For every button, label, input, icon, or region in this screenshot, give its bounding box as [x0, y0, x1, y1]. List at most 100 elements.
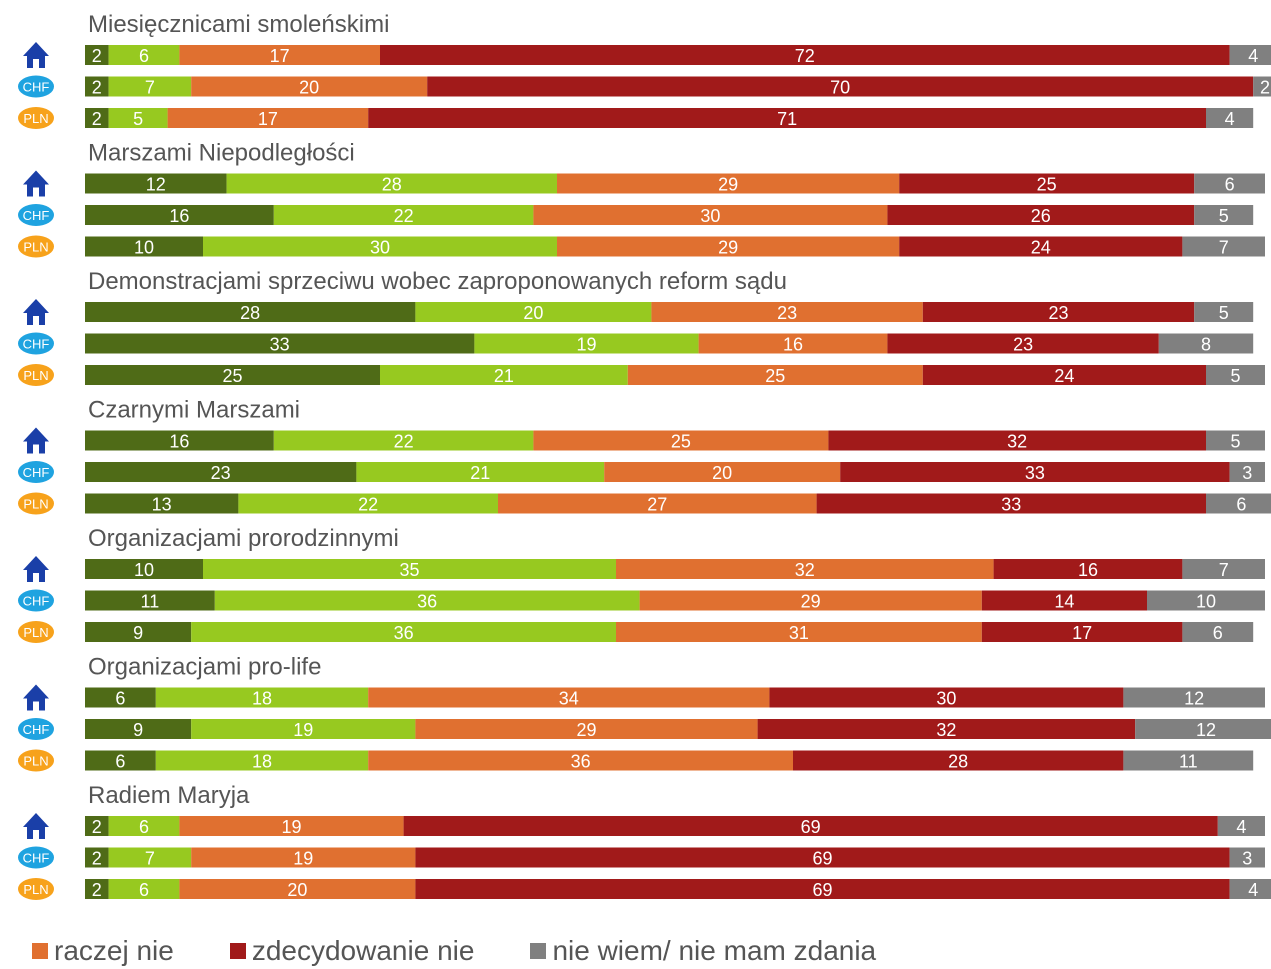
house-door	[33, 316, 39, 325]
data-label: 23	[777, 303, 797, 323]
legend: raczej nie zdecydowanie nie nie wiem/ nie …	[32, 933, 932, 969]
data-label: 25	[222, 366, 242, 386]
house-roof	[23, 42, 49, 56]
data-label: 8	[1201, 335, 1211, 355]
data-label: 33	[270, 335, 290, 355]
group-title: Radiem Maryja	[88, 782, 250, 809]
legend-swatch	[229, 943, 246, 959]
bar-segment-raczej-nie	[368, 750, 793, 771]
house-icon	[23, 42, 49, 68]
bar-segment-nie-wiem-nie-mam-zdania	[1182, 622, 1254, 642]
bar-segment-zdecydowanie-nie	[380, 45, 1230, 65]
bar-segment-nie-wiem-nie-mam-zdania	[1253, 76, 1271, 97]
data-label: 10	[134, 560, 154, 580]
bar-segment-zdecydowanie-nie	[769, 687, 1124, 708]
bar-segment-raczej-nie	[557, 173, 900, 194]
data-label: 36	[571, 752, 591, 772]
legend-swatch	[530, 943, 547, 959]
data-label: 27	[647, 495, 667, 515]
bar-segment-raczej-nie	[167, 108, 369, 128]
data-label: 29	[718, 238, 738, 258]
data-label: 20	[523, 303, 543, 323]
bar-segment-raczej-tak	[108, 45, 180, 65]
bar-segment-nie-wiem-nie-mam-zdania	[1229, 45, 1271, 65]
group-title: Organizacjami pro-life	[88, 654, 321, 681]
currency-badge	[18, 492, 54, 515]
data-label: 72	[795, 46, 815, 66]
bar-segment-nie-wiem-nie-mam-zdania	[1123, 750, 1254, 771]
data-label: 6	[1225, 175, 1235, 195]
data-label: 5	[1230, 366, 1240, 386]
bar-segment-raczej-tak	[474, 333, 699, 354]
house-roof	[23, 684, 49, 699]
currency-badge-label: CHF	[23, 594, 50, 609]
currency-badge-label: PLN	[23, 625, 48, 640]
currency-badge	[18, 75, 54, 98]
bar-segment-nie-wiem-nie-mam-zdania	[1206, 108, 1254, 128]
house-roof	[23, 813, 49, 827]
bar-segment-zdecydowanie-nie	[840, 462, 1230, 482]
data-label: 2	[92, 109, 102, 129]
bar-segment-nie-wiem-nie-mam-zdania	[1229, 847, 1265, 868]
bar-segment-zdecydowanie-tak	[85, 493, 239, 514]
bar-segment-raczej-nie	[627, 365, 923, 385]
bar-segment-zdecydowanie-nie	[981, 622, 1183, 642]
data-label: 7	[1219, 560, 1229, 580]
bar-segment-raczej-tak	[203, 236, 557, 257]
bar-segment-zdecydowanie-nie	[887, 333, 1159, 354]
bar-segment-zdecydowanie-nie	[793, 750, 1124, 771]
bar-segment-zdecydowanie-tak	[85, 559, 203, 579]
bar-segment-zdecydowanie-nie	[757, 719, 1136, 739]
data-label: 16	[1078, 560, 1098, 580]
data-label: 28	[948, 752, 968, 772]
bar-segment-raczej-tak	[214, 590, 640, 611]
legend-item: nie wiem/ nie mam zdania	[530, 935, 876, 967]
bar-segment-zdecydowanie-nie	[922, 302, 1195, 322]
data-label: 12	[1196, 720, 1216, 740]
data-label: 32	[936, 720, 956, 740]
bar-segment-zdecydowanie-tak	[85, 879, 109, 899]
bar-segment-raczej-nie	[616, 622, 982, 642]
bar-segment-nie-wiem-nie-mam-zdania	[1158, 333, 1254, 354]
house-door	[33, 830, 39, 839]
currency-badge-label: CHF	[23, 208, 50, 223]
data-label: 2	[92, 78, 102, 98]
data-label: 5	[1219, 303, 1229, 323]
currency-badge	[18, 749, 54, 772]
bar-segment-raczej-nie	[639, 590, 982, 611]
data-label: 19	[293, 849, 313, 869]
bar-segment-zdecydowanie-tak	[85, 816, 109, 836]
data-label: 34	[559, 689, 579, 709]
bar-segment-raczej-tak	[356, 462, 605, 482]
legend-label: zdecydowanie nie	[251, 935, 475, 966]
data-label: 6	[139, 880, 149, 900]
bar-segment-zdecydowanie-nie	[828, 430, 1206, 451]
data-label: 6	[139, 817, 149, 837]
data-label: 2	[92, 46, 102, 66]
data-label: 23	[1048, 303, 1068, 323]
currency-badge-label: PLN	[23, 111, 48, 126]
bar-segment-zdecydowanie-tak	[85, 430, 274, 451]
currency-badge-label: CHF	[23, 851, 50, 866]
data-label: 24	[1054, 366, 1074, 386]
data-label: 19	[293, 720, 313, 740]
bar-segment-zdecydowanie-nie	[415, 847, 1230, 868]
currency-badge-label: CHF	[23, 722, 50, 737]
bar-segment-nie-wiem-nie-mam-zdania	[1123, 687, 1265, 708]
bar-segment-raczej-tak	[108, 76, 192, 97]
data-label: 6	[1236, 495, 1246, 515]
data-label: 33	[1001, 495, 1021, 515]
bar-segment-raczej-tak	[191, 622, 616, 642]
bar-segment-raczej-nie	[179, 45, 380, 65]
data-label: 33	[1025, 463, 1045, 483]
group-title: Miesięcznicami smoleńskimi	[88, 11, 389, 38]
bar-segment-raczej-tak	[203, 559, 616, 579]
bar-segment-zdecydowanie-tak	[85, 750, 156, 771]
group-title: Czarnymi Marszami	[88, 397, 300, 424]
chf-icon: CHF	[18, 75, 54, 98]
data-label: 2	[92, 880, 102, 900]
data-label: 36	[417, 592, 437, 612]
bar-segment-nie-wiem-nie-mam-zdania	[1194, 173, 1265, 194]
data-label: 69	[812, 849, 832, 869]
data-label: 4	[1248, 46, 1258, 66]
